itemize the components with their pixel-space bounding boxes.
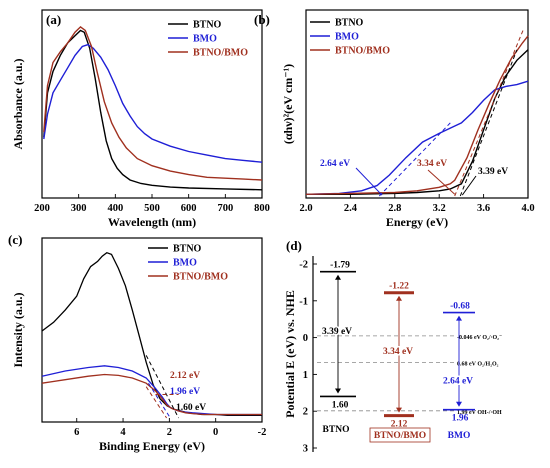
panel-b-tauc-plot: (b) 2.0 2.4 2.8 3.2 3.6 4.0 Energy (eV) (αhν)²(e… [254,9,535,229]
material-name: BMO [448,431,471,441]
legend-entry: BTNO [193,20,222,31]
x-tick-label: 500 [144,203,160,214]
material-name: BTNO [323,425,350,435]
arrow-head [335,274,341,280]
plot-frame [41,237,263,423]
bandgap-value: 3.34 eV [383,347,413,357]
x-tick-label: 400 [107,203,123,214]
reference-level-label: 0.68 eV O₂/H₂O₂ [457,362,499,368]
x-tick-label: 800 [254,203,270,214]
legend-entry: BTNO/BMO [193,48,248,59]
bandgap-annotation: 3.34 eV [417,159,447,169]
series-line [43,25,263,181]
bandgap-annotation: 3.39 eV [478,167,508,177]
bandgap-value: 2.64 eV [443,377,473,387]
y-tick-label: 1 [303,370,308,381]
panel-label: (c) [8,232,22,247]
y-tick-label: 0 [303,333,308,344]
plot-frame [305,9,529,199]
x-tick-label: 200 [34,203,50,214]
series-line [305,35,529,195]
vb-value: 1.60 [332,400,349,410]
vb-annotation: 1.96 eV [170,387,200,397]
cb-value: -0.68 [450,302,470,312]
y-tick-label: 3 [303,444,308,455]
vb-annotation: 1.60 eV [176,403,206,413]
vb-value: 2.12 [391,420,408,430]
annotation-arrow [461,175,477,196]
y-tick-label: -1 [299,296,308,307]
reference-level-label: -0.046 eV O₂/·O₂⁻ [457,335,502,341]
arrow-head [456,315,462,321]
series-line [43,29,263,191]
tangent-line [145,355,180,419]
x-tick-label: 300 [71,203,87,214]
arrow-head [396,295,402,301]
x-tick-label: 2 [167,427,172,438]
x-axis-title: Wavelength (nm) [108,215,196,229]
y-tick-label: -2 [299,260,308,271]
annotation-arrow [355,167,383,196]
tangent-line [145,386,168,419]
reference-level-label: 1.99 eV OH-/·OH [457,410,502,416]
x-tick-label: 2.4 [344,203,358,214]
x-axis-title: Energy (eV) [386,215,448,229]
arrow-head [396,407,402,413]
x-tick-label: 3.2 [433,203,446,214]
x-tick-label: 3.6 [477,203,490,214]
legend-entry: BTNO/BMO [173,272,228,283]
cb-value: -1.22 [389,282,409,292]
annotation-arrow [427,169,456,195]
x-tick-label: 0 [213,427,218,438]
legend-entry: BTNO [173,244,202,255]
bandgap-value: 3.39 eV [322,327,352,337]
legend-entry: BTNO/BMO [335,46,390,57]
panel-label: (d) [286,238,302,253]
x-axis-title: Binding Energy (eV) [99,439,205,453]
series-line [41,373,262,416]
material-name: BTNO/BMO [374,431,426,441]
x-tick-label: 4.0 [521,203,534,214]
legend-entry: BTNO [335,18,364,29]
series-line [306,49,529,195]
cb-value: -1.79 [330,261,350,271]
tangent-line [459,49,518,197]
x-tick-label: 6 [74,427,79,438]
panel-c-vb-xps: (c) 6 4 2 0 -2 Binding Energy (eV) Intensity (a… [8,232,266,453]
x-tick-label: -2 [258,427,267,438]
series-line [41,251,262,417]
x-tick-label: 600 [181,203,197,214]
arrow-head [456,401,462,407]
vb-value: 1.96 [452,414,469,424]
vb-annotation: 2.12 eV [170,371,200,381]
series-line [305,80,529,195]
panel-d-band-diagram: (d) -2 -1 0 1 2 3 Potential E (eV) vs. NHE -0.04… [283,238,502,455]
y-axis-title: (αhν)²(eV cm⁻¹) [281,64,295,144]
y-axis-title: Potential E (eV) vs. NHE [283,290,297,418]
series-line [41,365,262,416]
x-tick-label: 700 [217,203,233,214]
panel-a-absorbance: (a) 200 300 400 500 600 700 800 Wavelength (nm) A… [11,9,270,229]
panel-label: (a) [46,12,61,27]
legend-entry: BMO [335,32,359,43]
legend-entry: BMO [193,34,217,45]
x-tick-label: 4 [120,427,126,438]
plot-frame [41,9,263,199]
tangent-line [454,28,525,197]
material-name-box [369,427,431,443]
tangent-line [378,122,451,197]
y-tick-label: 2 [303,407,308,418]
bandgap-annotation: 2.64 eV [320,159,350,169]
y-axis-title: Absorbance (a.u.) [11,58,25,149]
arrow-head [335,388,341,394]
legend-entry: BMO [173,258,197,269]
y-axis-title: Intensity (a.u.) [11,292,25,367]
x-tick-label: 2.0 [299,203,312,214]
panel-label: (b) [254,12,270,27]
series-line [43,43,263,163]
x-tick-label: 2.8 [388,203,401,214]
